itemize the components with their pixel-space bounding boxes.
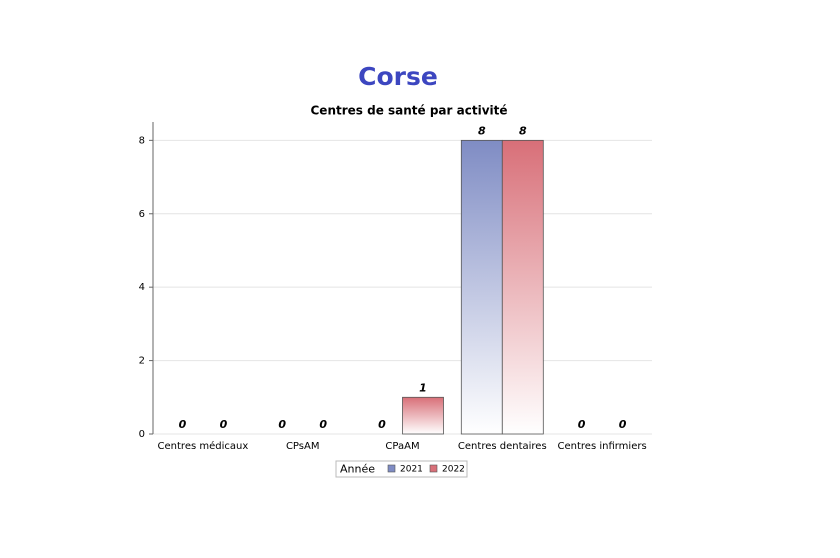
legend-label: 2021 [400,465,423,475]
value-label: 0 [319,418,327,431]
legend-title: Année [340,463,375,476]
value-label: 0 [278,418,286,431]
value-label: 1 [419,381,427,394]
value-label: 0 [378,418,386,431]
y-tick-label: 8 [139,135,145,146]
x-tick-label: Centres dentaires [458,441,547,452]
legend-swatch [429,464,438,473]
x-tick-label: CPaAM [385,441,419,452]
y-tick-label: 4 [139,282,145,293]
bar [402,396,444,435]
legend-label: 2022 [442,465,465,475]
page-title: Corse [358,62,438,91]
legend-swatch [387,464,396,473]
bar [460,139,503,435]
value-label: 0 [179,418,187,431]
value-label: 0 [220,418,228,431]
bar [501,139,544,435]
chart-title: Centres de santé par activité [311,104,508,118]
x-tick-label: Centres médicaux [158,440,249,452]
value-label: 8 [478,124,486,137]
value-label: 8 [519,124,527,137]
value-label: 0 [619,418,627,431]
y-tick-label: 6 [139,209,145,220]
legend: Année 2021 2022 [335,460,468,478]
y-tick-label: 0 [139,429,145,440]
value-label: 0 [578,418,586,431]
x-tick-label: CPsAM [286,441,320,452]
y-tick-label: 2 [139,356,145,367]
x-tick-label: Centres infirmiers [558,441,647,452]
